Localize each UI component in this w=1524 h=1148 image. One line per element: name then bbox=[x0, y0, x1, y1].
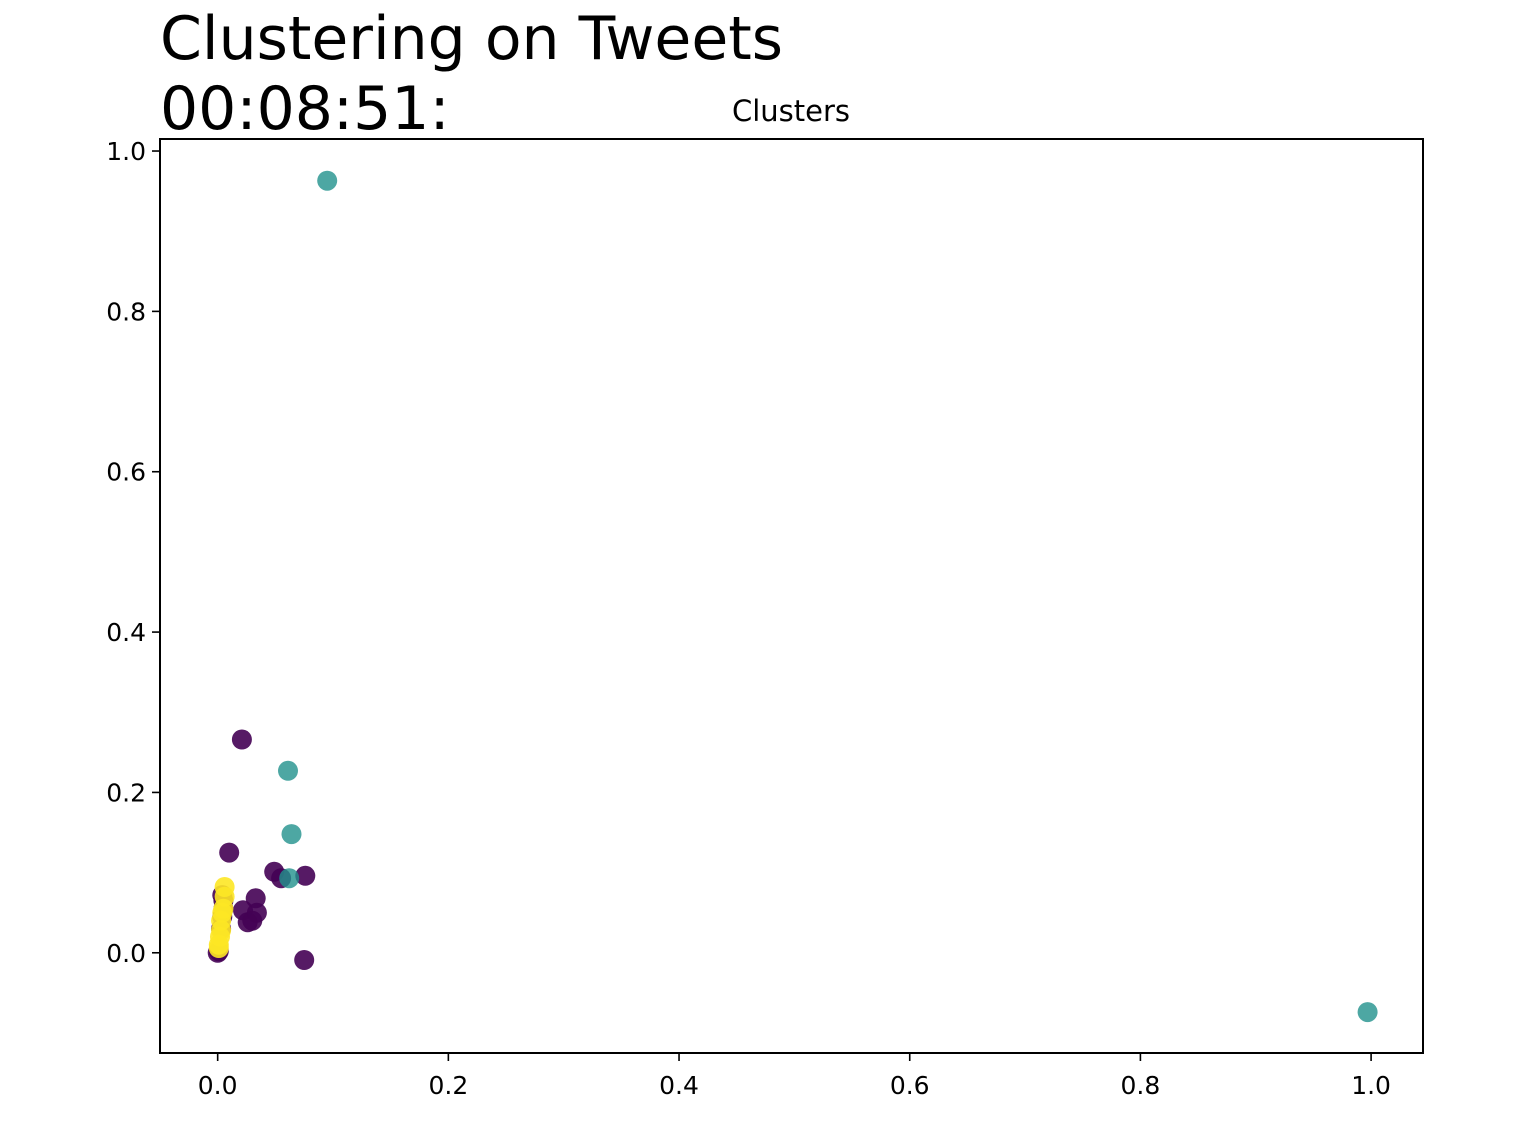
scatter-point bbox=[219, 842, 240, 863]
scatter-point bbox=[246, 902, 267, 923]
x-tick-label: 0.0 bbox=[198, 1071, 238, 1100]
scatter-point bbox=[231, 729, 252, 750]
figure-title: Clustering on Tweets 00:08:51: bbox=[160, 4, 783, 144]
scatter-point bbox=[214, 877, 235, 897]
scatter-point bbox=[1357, 1002, 1378, 1023]
scatter-point bbox=[281, 824, 302, 845]
x-tick-label: 0.8 bbox=[1121, 1071, 1161, 1100]
x-tick-label: 1.0 bbox=[1351, 1071, 1391, 1100]
figure-title-line-1: Clustering on Tweets bbox=[160, 4, 784, 74]
scatter-point bbox=[278, 760, 298, 781]
scatter-point bbox=[295, 865, 316, 886]
y-tick-label: 0.0 bbox=[106, 939, 146, 968]
x-axis: 0.0 0.2 0.4 0.6 0.8 1.0 bbox=[198, 1053, 1391, 1100]
y-axis: 0.0 0.2 0.4 0.6 0.8 1.0 bbox=[106, 137, 160, 968]
scatter-point bbox=[279, 868, 300, 889]
x-tick-label: 0.2 bbox=[428, 1071, 468, 1100]
y-tick-label: 0.6 bbox=[106, 458, 146, 487]
plot-frame bbox=[159, 138, 1424, 1054]
axes-title: Clusters bbox=[732, 94, 850, 128]
scatter-points bbox=[207, 170, 1378, 1023]
y-tick-label: 0.4 bbox=[106, 618, 146, 647]
scatter-point bbox=[294, 950, 315, 970]
scatter-point bbox=[245, 888, 266, 909]
x-tick-label: 0.6 bbox=[890, 1071, 930, 1100]
y-tick-label: 0.8 bbox=[106, 297, 146, 326]
x-tick-label: 0.4 bbox=[659, 1071, 699, 1100]
scatter-point bbox=[317, 170, 338, 191]
y-tick-label: 1.0 bbox=[106, 137, 146, 166]
y-tick-label: 0.2 bbox=[106, 778, 146, 807]
figure-title-line-2: 00:08:51: bbox=[160, 74, 450, 144]
